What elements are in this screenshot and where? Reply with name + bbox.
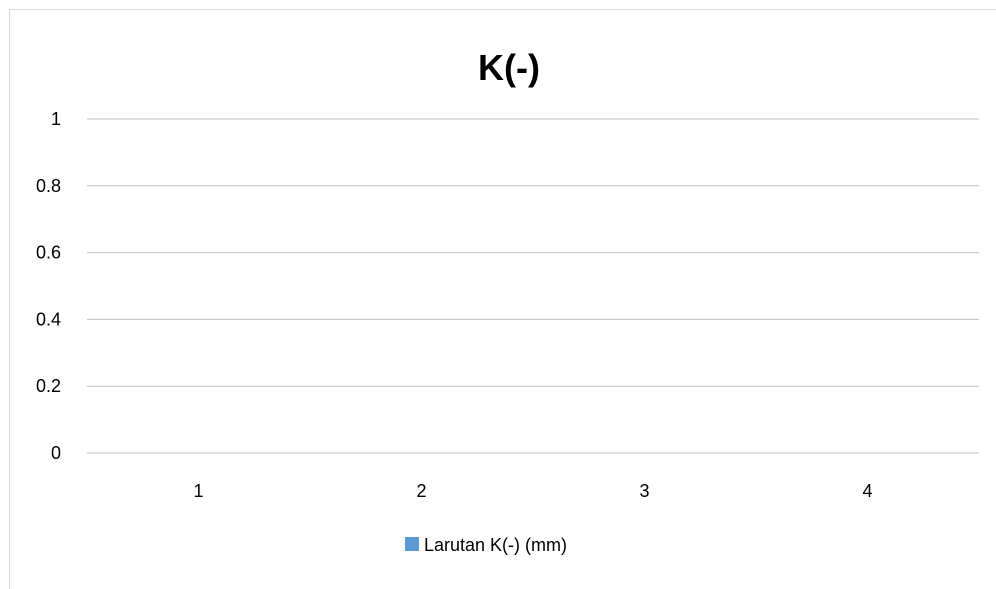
y-axis-tick-labels: 0 0.2 0.4 0.6 0.8 1 — [36, 109, 61, 463]
y-tick-label-3: 0.6 — [36, 243, 61, 263]
x-axis-tick-labels: 1 2 3 4 — [193, 481, 872, 501]
legend: Larutan K(-) (mm) — [405, 535, 567, 555]
chart-title: K(-) — [478, 47, 540, 88]
y-tick-label-0: 0 — [51, 443, 61, 463]
chart-frame — [9, 9, 996, 589]
legend-swatch-larutan — [405, 537, 419, 551]
x-tick-label-0: 1 — [193, 481, 203, 501]
y-tick-label-5: 1 — [51, 109, 61, 129]
y-tick-label-1: 0.2 — [36, 376, 61, 396]
x-tick-label-3: 4 — [862, 481, 872, 501]
legend-label-larutan: Larutan K(-) (mm) — [424, 535, 567, 555]
x-tick-label-2: 3 — [639, 481, 649, 501]
y-tick-label-4: 0.8 — [36, 176, 61, 196]
x-tick-label-1: 2 — [416, 481, 426, 501]
y-gridlines — [87, 118, 979, 454]
y-tick-label-2: 0.4 — [36, 309, 61, 329]
